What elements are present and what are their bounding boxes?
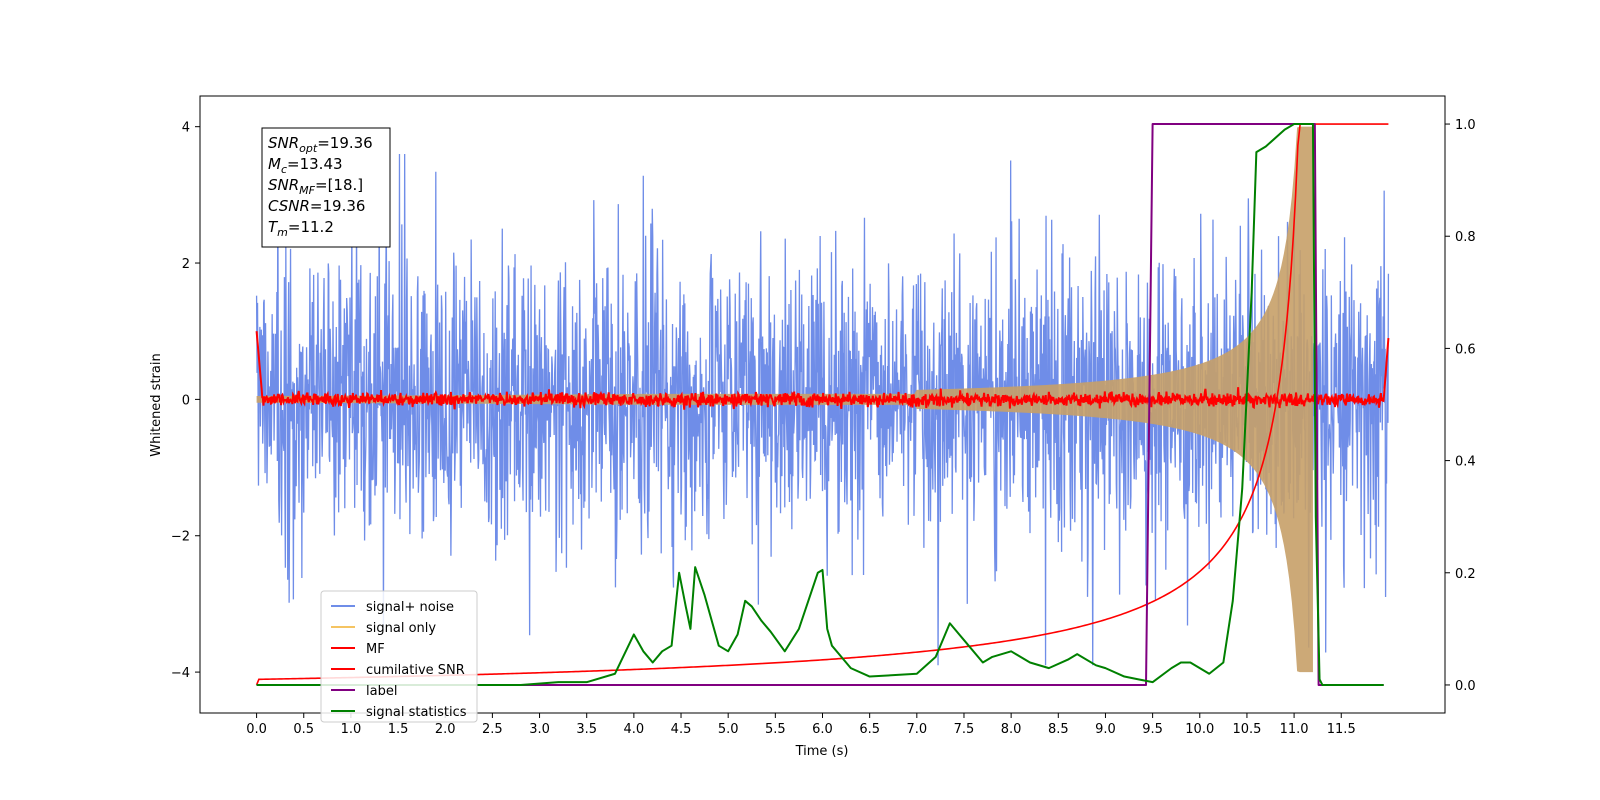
- y2-tick-label: 0.4: [1455, 455, 1476, 470]
- legend-label: cumilative SNR: [366, 663, 465, 678]
- x-axis-label: Time (s): [795, 744, 849, 759]
- y-tick-label: −4: [171, 666, 190, 681]
- legend-label: MF: [366, 642, 385, 657]
- y-tick-label: 2: [182, 257, 190, 272]
- x-tick-label: 10.5: [1232, 722, 1261, 737]
- legend-label: signal+ noise: [366, 600, 454, 615]
- legend-label: label: [366, 684, 397, 699]
- annotation-line: SNRopt=19.36: [268, 134, 373, 155]
- x-tick-label: 8.5: [1048, 722, 1069, 737]
- annotation-line: Mc=13.43: [268, 155, 343, 176]
- x-tick-label: 6.5: [859, 722, 880, 737]
- x-tick-label: 7.0: [906, 722, 927, 737]
- x-tick-label: 1.5: [388, 722, 409, 737]
- x-axis: 0.0 0.5 1.0 1.5 2.0 2.5 3.0 3.5 4.0 4.5 5.0 5.5 6.0 6…: [246, 713, 1356, 737]
- y2-tick-label: 0.8: [1455, 230, 1476, 245]
- x-tick-label: 3.0: [529, 722, 550, 737]
- x-tick-label: 9.5: [1142, 722, 1163, 737]
- annotation-line: Tm=11.2: [268, 218, 334, 239]
- annotation-box: SNRopt=19.36Mc=13.43SNRMF=[18.]CSNR=19.3…: [261, 127, 391, 248]
- x-tick-label: 0.5: [293, 722, 314, 737]
- x-tick-label: 2.5: [482, 722, 503, 737]
- annotation-line: SNRMF=[18.]: [268, 176, 363, 197]
- legend-label: signal statistics: [366, 705, 467, 720]
- x-tick-label: 6.0: [812, 722, 833, 737]
- x-tick-label: 5.5: [765, 722, 786, 737]
- y-axis-left: 4 2 0 −2 −4: [171, 121, 200, 681]
- y2-tick-label: 1.0: [1455, 118, 1476, 133]
- legend-item: cumilative SNR: [331, 663, 465, 678]
- y2-tick-label: 0.0: [1455, 679, 1476, 694]
- x-tick-label: 7.5: [954, 722, 975, 737]
- legend: signal+ noise signal only MF cumilative SNR…: [320, 590, 478, 723]
- legend-item: signal+ noise: [331, 600, 454, 615]
- y2-tick-label: 0.6: [1455, 342, 1476, 357]
- annotation-line: CSNR=19.36: [268, 197, 365, 215]
- x-tick-label: 2.0: [435, 722, 456, 737]
- x-tick-label: 9.0: [1095, 722, 1116, 737]
- legend-item: MF: [331, 642, 385, 657]
- x-tick-label: 10.0: [1185, 722, 1214, 737]
- mf-line: [255, 331, 1390, 410]
- y-tick-label: 4: [182, 121, 190, 136]
- mf-series: [255, 331, 1390, 410]
- x-tick-label: 5.0: [718, 722, 739, 737]
- x-tick-label: 11.0: [1280, 722, 1309, 737]
- legend-item: label: [331, 684, 397, 699]
- legend-item: signal statistics: [331, 705, 467, 720]
- x-tick-label: 4.5: [671, 722, 692, 737]
- y-tick-label: −2: [171, 530, 190, 545]
- y2-tick-label: 0.2: [1455, 567, 1476, 582]
- x-tick-label: 11.5: [1327, 722, 1356, 737]
- x-tick-label: 4.0: [624, 722, 645, 737]
- signal-statistics-series: [256, 123, 1384, 686]
- y-tick-label: 0: [182, 393, 190, 408]
- x-tick-label: 3.5: [576, 722, 597, 737]
- y-axis-label: Whitened strain: [149, 353, 164, 456]
- y-axis-right: 1.0 0.8 0.6 0.4 0.2 0.0: [1445, 118, 1476, 694]
- x-tick-label: 8.0: [1001, 722, 1022, 737]
- signal-statistics-line: [256, 123, 1384, 686]
- legend-item: signal only: [331, 621, 436, 636]
- x-tick-label: 1.0: [341, 722, 362, 737]
- x-tick-label: 0.0: [246, 722, 267, 737]
- legend-label: signal only: [366, 621, 436, 636]
